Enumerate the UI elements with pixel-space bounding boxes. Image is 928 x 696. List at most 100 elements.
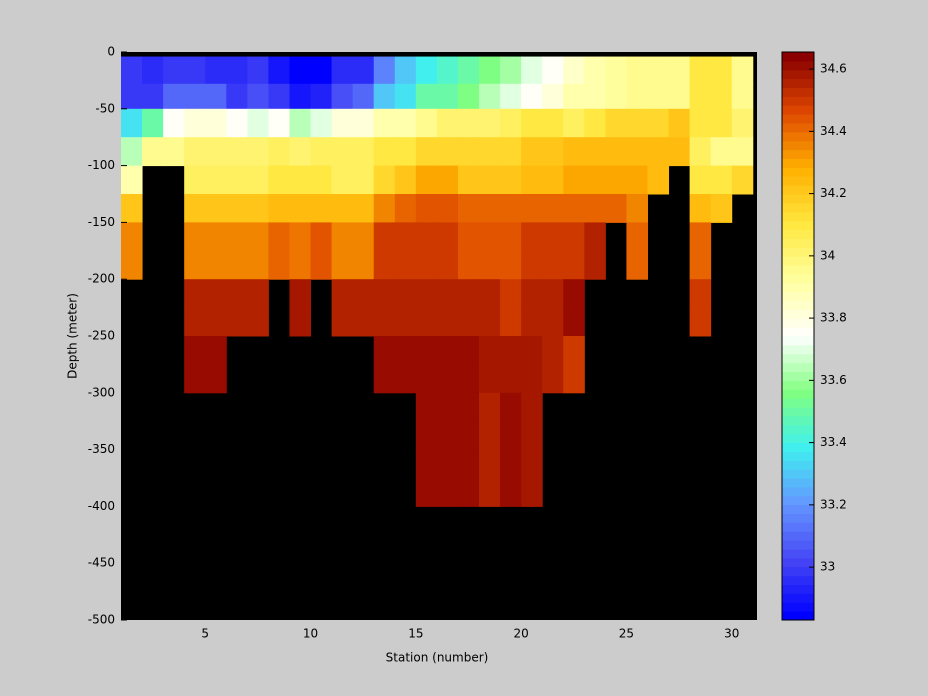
colorbar-band	[782, 513, 814, 523]
heatmap-cell	[415, 137, 438, 167]
heatmap-cell	[479, 222, 501, 252]
heatmap-cell	[436, 336, 459, 365]
heatmap-cell	[563, 222, 585, 252]
heatmap-cell	[479, 250, 501, 280]
heatmap-cell	[521, 392, 543, 422]
colorbar-band	[782, 415, 814, 426]
heatmap-cell	[310, 250, 333, 280]
heatmap-cell	[331, 279, 354, 309]
heatmap-cell	[352, 250, 375, 280]
heatmap-cell	[121, 250, 143, 280]
heatmap-cell	[415, 250, 438, 280]
heatmap-cell	[479, 194, 501, 223]
heatmap-cell	[457, 83, 480, 110]
heatmap-cell	[457, 449, 480, 479]
heatmap-cell	[352, 165, 375, 195]
colorbar-tick-label: 34.6	[820, 62, 847, 76]
heatmap-cell	[121, 165, 143, 195]
colorbar-band	[782, 398, 814, 408]
heatmap-cell	[731, 83, 754, 110]
colorbar-band	[782, 469, 814, 479]
heatmap-cell	[563, 165, 585, 195]
heatmap-cell	[626, 194, 648, 223]
heatmap-cell	[605, 56, 627, 85]
heatmap-cell	[457, 307, 480, 337]
heatmap-cell	[521, 364, 543, 394]
colorbar-band	[782, 60, 814, 71]
colorbar-band	[782, 531, 814, 541]
heatmap-cell	[479, 449, 501, 479]
heatmap-cell	[436, 279, 459, 309]
heatmap-cell	[689, 307, 712, 337]
heatmap-cell	[373, 336, 396, 365]
heatmap-cell	[142, 56, 164, 85]
heatmap-cell	[647, 56, 670, 85]
colorbar-band	[782, 105, 814, 115]
colorbar-band	[782, 247, 814, 257]
heatmap-cell	[584, 194, 606, 223]
y-tick-label: -150	[88, 215, 115, 229]
colorbar-tick-label: 34	[820, 248, 835, 262]
colorbar-band	[782, 123, 814, 133]
heatmap-cell	[710, 194, 733, 223]
heatmap-cell	[205, 108, 227, 138]
heatmap-cell	[500, 336, 522, 365]
heatmap-cell	[121, 222, 143, 252]
heatmap-cell	[584, 165, 606, 195]
heatmap-cell	[521, 478, 543, 507]
colorbar-band	[782, 300, 814, 310]
colorbar-tick-label: 33	[820, 560, 835, 574]
heatmap-cell	[436, 449, 459, 479]
heatmap-cell	[436, 194, 459, 223]
colorbar-band	[782, 504, 814, 514]
heatmap-cell	[184, 336, 206, 365]
heatmap-cell	[415, 478, 438, 507]
heatmap-cell	[500, 364, 522, 394]
heatmap-cell	[352, 222, 375, 252]
heatmap-cell	[626, 222, 648, 252]
heatmap-cell	[142, 108, 164, 138]
heatmap-cell	[184, 307, 206, 337]
heatmap-cell	[584, 56, 606, 85]
heatmap-cell	[542, 250, 564, 280]
heatmap-cell	[479, 392, 501, 422]
heatmap-cell	[310, 108, 333, 138]
colorbar-band	[782, 158, 814, 168]
heatmap-cell	[605, 137, 627, 167]
colorbar-band	[782, 486, 814, 497]
heatmap-cell	[457, 194, 480, 223]
heatmap-cell	[521, 194, 543, 223]
heatmap-cell	[289, 83, 312, 110]
heatmap-cell	[394, 279, 417, 309]
heatmap-cell	[584, 137, 606, 167]
heatmap-cell	[542, 194, 564, 223]
heatmap-cell	[184, 108, 206, 138]
heatmap-cell	[247, 222, 269, 252]
heatmap-cell	[247, 279, 269, 309]
heatmap-cell	[226, 222, 248, 252]
colorbar-band	[782, 291, 814, 301]
heatmap-cell	[331, 83, 354, 110]
heatmap-cell	[479, 279, 501, 309]
heatmap-cell	[394, 250, 417, 280]
colorbar-band	[782, 318, 814, 328]
heatmap-cell	[689, 165, 712, 195]
colorbar-band	[782, 78, 814, 88]
heatmap-cell	[310, 83, 333, 110]
heatmap-cell	[500, 478, 522, 507]
heatmap-cell	[205, 222, 227, 252]
heatmap-cell	[352, 56, 375, 85]
heatmap-cell	[605, 194, 627, 223]
heatmap-cell	[163, 56, 185, 85]
colorbar-band	[782, 353, 814, 364]
heatmap-cell	[457, 421, 480, 451]
heatmap-cell	[415, 56, 438, 85]
heatmap-cell	[436, 250, 459, 280]
heatmap-cell	[205, 307, 227, 337]
heatmap-cell	[184, 194, 206, 223]
heatmap-cell	[457, 222, 480, 252]
colorbar-band	[782, 540, 814, 550]
x-axis-label: Station (number)	[386, 651, 489, 665]
heatmap-cell	[205, 364, 227, 394]
heatmap-cell	[731, 56, 754, 85]
